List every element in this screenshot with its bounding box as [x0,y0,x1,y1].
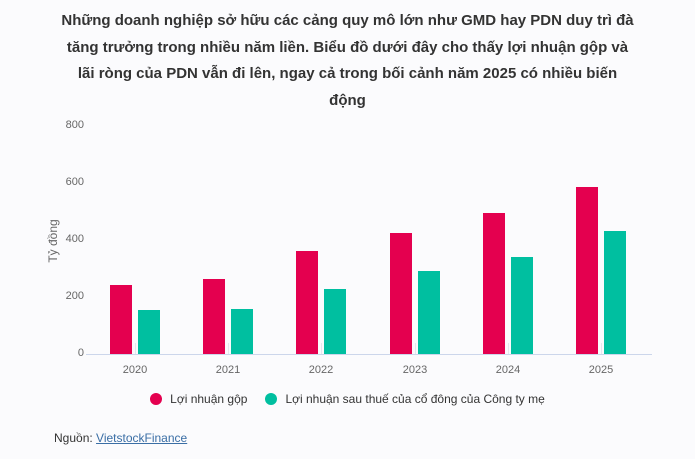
y-tick-label: 800 [65,119,84,131]
y-tick-label: 600 [65,176,84,188]
legend: Lợi nhuận gộp Lợi nhuận sau thuế của cổ đ… [0,392,695,406]
x-tick [321,343,322,354]
bar-net-profit[interactable] [231,308,253,354]
x-tick-label: 2025 [588,364,614,376]
x-tick [508,343,509,354]
bar-net-profit[interactable] [511,257,533,354]
source-label: Nguồn: [54,431,93,445]
legend-item-gross-profit[interactable]: Lợi nhuận gộp [150,392,247,406]
bar-net-profit[interactable] [324,289,346,354]
x-tick [135,343,136,354]
x-tick-label: 2023 [402,364,428,376]
bar-gross-profit[interactable] [203,279,225,354]
chart-title: Những doanh nghiệp sở hữu các cảng quy m… [61,12,634,109]
bar-net-profit[interactable] [138,310,160,354]
x-tick [228,343,229,354]
legend-marker-icon [265,393,278,405]
legend-label: Lợi nhuận gộp [170,392,248,406]
x-tick-label: 2022 [308,364,334,376]
x-tick-label: 2021 [215,364,241,376]
bar-gross-profit[interactable] [390,232,412,354]
legend-label: Lợi nhuận sau thuế của cổ đông của Công … [285,392,545,406]
x-axis-line [86,354,652,355]
legend-marker-icon [150,393,163,405]
bar-gross-profit[interactable] [576,186,598,354]
bar-gross-profit[interactable] [296,251,318,354]
y-tick-label: 400 [65,233,84,245]
bar-net-profit[interactable] [418,271,440,354]
bar-gross-profit[interactable] [110,285,132,354]
x-tick-label: 2020 [122,364,148,376]
source-note: Nguồn: VietstockFinance [54,431,187,445]
bar-net-profit[interactable] [604,230,626,354]
y-tick-label: 200 [65,290,84,302]
source-link[interactable]: VietstockFinance [96,431,188,445]
x-tick-label: 2024 [495,364,521,376]
x-tick [415,343,416,354]
x-tick [601,343,602,354]
legend-item-net-profit[interactable]: Lợi nhuận sau thuế của cổ đông của Công … [265,392,545,406]
bar-gross-profit[interactable] [483,212,505,354]
y-tick-label: 0 [77,347,84,359]
